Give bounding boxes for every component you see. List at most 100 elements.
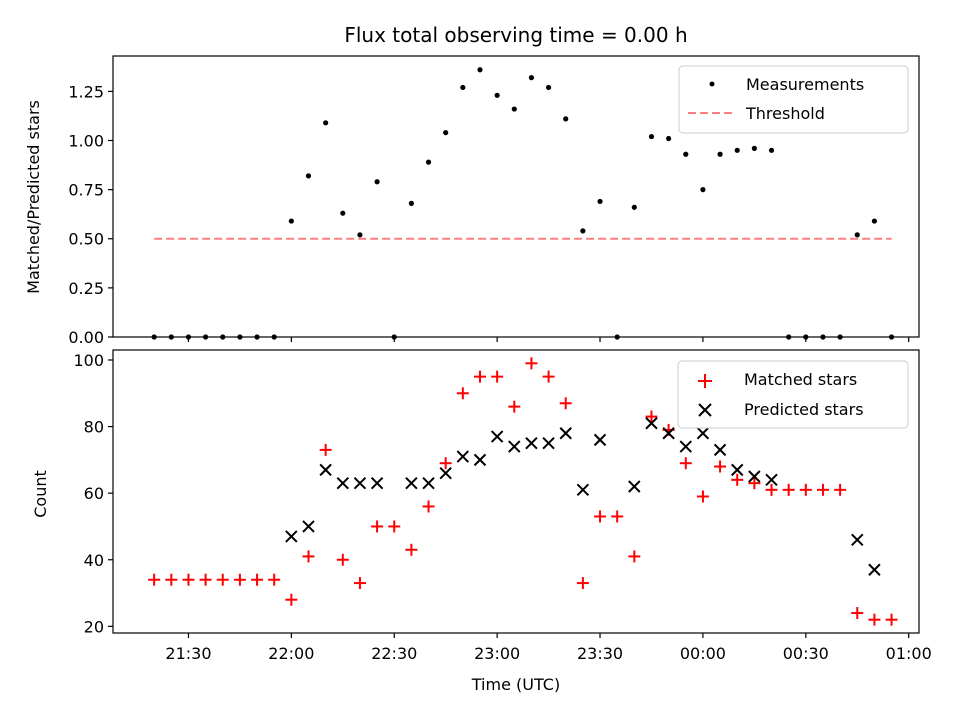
matched-stars-point	[816, 483, 829, 496]
measurement-point	[871, 218, 878, 224]
predicted-stars-point	[422, 476, 435, 490]
x-axis-label: Time (UTC)	[471, 675, 560, 694]
matched-stars-point	[542, 370, 555, 383]
matched-stars-point	[251, 573, 264, 586]
x-tick-label: 21:30	[165, 644, 211, 663]
predicted-stars-point	[748, 470, 761, 483]
matched-stars-point	[748, 477, 761, 490]
matched-stars-point	[799, 483, 812, 496]
matched-stars-point	[559, 397, 572, 410]
matched-stars-point	[302, 550, 315, 563]
predicted-stars-point	[868, 563, 881, 576]
measurement-point	[528, 75, 535, 81]
y-tick-label: 0.00	[68, 328, 104, 347]
matched-stars-point	[473, 370, 486, 383]
bottom-panel: 20 40 60 80 100 21:30 22:00 22:30 23:00 23:30 00:…	[31, 349, 932, 694]
bottom-y-axis-label: Count	[31, 470, 50, 518]
measurement-point	[768, 147, 775, 153]
matched-stars-point	[851, 607, 864, 620]
predicted-stars-point	[696, 427, 710, 440]
bottom-plot-frame	[112, 349, 920, 634]
measurement-point	[683, 151, 689, 157]
matched-stars-point	[405, 543, 418, 556]
y-tick-label: 0.75	[68, 181, 104, 200]
top-panel: 0.00 0.25 0.50 0.75 1.00 1.25 Matched/Predict…	[24, 55, 920, 347]
predicted-stars-point	[576, 483, 590, 497]
predicted-stars-point	[508, 440, 521, 453]
measurement-point	[545, 84, 552, 91]
matched-stars-point	[628, 550, 641, 563]
matched-stars-point	[233, 573, 246, 586]
matched-stars-point	[576, 577, 589, 590]
measurement-point	[717, 151, 723, 157]
measurement-point	[305, 173, 312, 179]
measurement-point	[460, 84, 466, 91]
matched-stars-point	[148, 573, 161, 586]
matched-stars-point	[456, 387, 469, 400]
measurement-point	[597, 198, 603, 205]
legend-measurements-marker	[709, 81, 715, 87]
matched-stars-point	[491, 370, 504, 383]
matched-stars-point	[679, 457, 692, 470]
y-tick-label: 100	[73, 351, 104, 370]
measurement-point	[700, 187, 706, 193]
measurement-point	[477, 67, 483, 73]
predicted-stars-point	[679, 440, 692, 453]
matched-stars-point	[388, 520, 401, 533]
y-tick-label: 20	[84, 617, 104, 636]
matched-stars-point	[336, 553, 349, 566]
matched-stars-point	[199, 573, 212, 586]
measurement-point	[648, 133, 655, 140]
matched-stars-point	[868, 613, 881, 626]
measurement-point	[443, 130, 449, 136]
x-tick-label: 22:00	[268, 644, 314, 663]
measurement-point	[734, 147, 740, 153]
y-tick-label: 40	[84, 551, 104, 570]
measurement-point	[340, 210, 346, 216]
measurement-point	[751, 145, 757, 151]
matched-stars-point	[782, 483, 795, 496]
predicted-stars-point	[285, 530, 298, 543]
predicted-stars-point	[851, 533, 864, 546]
x-tick-label: 22:30	[371, 644, 417, 663]
measurement-point	[580, 228, 586, 234]
matched-stars-point	[525, 357, 538, 370]
matched-stars-point	[371, 520, 384, 533]
matched-stars-point	[594, 510, 607, 523]
matched-stars-point	[696, 490, 709, 503]
matched-stars-point	[216, 573, 229, 586]
measurement-point	[631, 204, 637, 210]
x-tick-label: 23:00	[474, 644, 520, 663]
predicted-stars-point	[353, 476, 367, 490]
y-tick-label: 60	[84, 484, 104, 503]
measurement-point	[511, 106, 517, 112]
y-tick-label: 80	[84, 418, 104, 437]
matched-stars-point	[165, 573, 178, 586]
measurement-point	[374, 179, 380, 185]
measurement-point	[854, 232, 860, 238]
legend-threshold-label: Threshold	[745, 104, 825, 123]
predicted-stars-point	[370, 476, 384, 490]
predicted-stars-point	[765, 473, 778, 487]
measurement-point	[425, 159, 432, 165]
predicted-stars-point	[319, 463, 332, 477]
legend-predicted-marker	[698, 403, 712, 417]
predicted-stars-point	[559, 427, 572, 440]
y-tick-label: 0.25	[68, 279, 104, 298]
predicted-stars-point	[473, 453, 487, 467]
predicted-stars-point	[302, 520, 315, 533]
predicted-stars-point	[490, 430, 504, 443]
measurement-point	[323, 120, 329, 126]
measurement-point	[494, 92, 500, 98]
matched-stars-point	[714, 460, 727, 473]
y-tick-label: 0.50	[68, 230, 104, 249]
predicted-stars-point	[628, 480, 641, 493]
predicted-stars-point	[645, 417, 658, 430]
measurement-point	[357, 232, 363, 238]
matched-stars-point	[611, 510, 624, 523]
y-tick-label: 1.00	[68, 131, 104, 150]
measurement-point	[666, 135, 672, 142]
matched-stars-point	[319, 443, 332, 456]
measurement-point	[408, 200, 414, 206]
